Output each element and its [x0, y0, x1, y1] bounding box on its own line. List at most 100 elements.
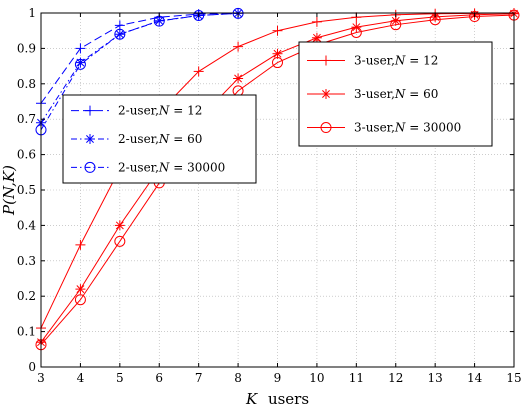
y-tick-label: 0.2: [17, 289, 36, 303]
x-tick-label: 12: [388, 371, 403, 385]
legend-label-var: N: [158, 160, 170, 174]
y-tick-label: 0.8: [17, 77, 36, 91]
x-tick-label: 9: [274, 371, 282, 385]
data-point-marker: [311, 16, 322, 27]
legend-label-prefix: 3-user,: [354, 87, 395, 101]
y-tick-label: 0.6: [17, 148, 36, 162]
data-point-marker: [350, 26, 362, 38]
legend-marker: [85, 105, 95, 116]
legend-label-eq: =: [169, 104, 187, 118]
y-tick-label: 0.5: [17, 183, 36, 197]
series-line: [40, 12, 239, 124]
legend-label-prefix: 2-user,: [118, 160, 159, 174]
x-axis-label-word: users: [268, 390, 309, 408]
legend-label-eq: =: [169, 132, 187, 146]
data-point-marker: [469, 11, 481, 23]
x-tick-label: 13: [428, 371, 443, 385]
legend-marker: [321, 89, 331, 99]
y-tick-label: 0.3: [17, 254, 36, 268]
legend-label: 3-user,N = 12: [354, 53, 438, 67]
marker-d2: [76, 285, 85, 294]
legend-marker: [84, 161, 96, 173]
x-tick-label: 5: [116, 371, 124, 385]
legend-label-eq: =: [405, 121, 423, 135]
legend-marker: [321, 55, 331, 66]
legend-label-var: N: [394, 53, 406, 67]
legend-label: 2-user,N = 30000: [118, 160, 225, 174]
legend-label-value: 12: [187, 104, 202, 118]
y-tick-label: 0.1: [17, 325, 36, 339]
x-tick-label: 6: [155, 371, 163, 385]
x-tick-label: 15: [506, 371, 521, 385]
data-point-marker: [114, 220, 125, 231]
legend-label: 2-user,N = 12: [118, 104, 202, 118]
legend-label-value: 30000: [187, 160, 225, 174]
data-point-marker: [390, 19, 402, 31]
data-point-marker: [272, 48, 283, 59]
data-point-marker: [272, 57, 283, 69]
data-point-marker: [75, 284, 86, 295]
x-tick-label: 14: [467, 371, 483, 385]
x-tick-label: 4: [77, 371, 85, 385]
y-axis-label: P(N,K): [0, 165, 18, 216]
y-tick-label: 0: [28, 360, 36, 374]
legend-label: 3-user,N = 30000: [354, 121, 461, 135]
legend-label-eq: =: [405, 87, 423, 101]
legend-marker: [320, 122, 332, 134]
legend-label-prefix: 3-user,: [354, 53, 395, 67]
legend-label-var: N: [158, 104, 170, 118]
legend-marker: [85, 134, 95, 144]
data-point-marker: [114, 235, 126, 247]
legend-label-value: 30000: [423, 121, 461, 135]
y-tick-label: 0.4: [17, 218, 36, 232]
legend-label-var: N: [394, 121, 406, 135]
legend-label-prefix: 2-user,: [118, 104, 159, 118]
y-tick-label: 0.7: [17, 112, 36, 126]
legend-label-value: 12: [423, 53, 438, 67]
data-point-marker: [193, 66, 204, 77]
marker-d2: [115, 221, 124, 230]
x-axis-label-var: K: [245, 390, 258, 408]
x-tick-label: 7: [195, 371, 203, 385]
data-point-marker: [74, 58, 86, 70]
data-point-marker: [75, 43, 86, 54]
data-point-marker: [193, 9, 205, 21]
series-line: [40, 12, 239, 104]
marker-d2: [391, 16, 400, 25]
y-tick-label: 1: [28, 6, 36, 20]
legend-label-var: N: [394, 87, 406, 101]
data-point-marker: [114, 28, 126, 40]
marker-d2: [273, 49, 282, 58]
legend-upper-right: 3-user,N = 123-user,N = 603-user,N = 300…: [298, 41, 493, 147]
x-tick-label: 10: [309, 371, 324, 385]
series-line: [40, 14, 515, 346]
legend-label-var: N: [158, 132, 170, 146]
data-point-marker: [114, 20, 125, 31]
marker-d2: [322, 90, 330, 98]
series-line: [40, 12, 239, 131]
legend-label-prefix: 2-user,: [118, 132, 159, 146]
x-tick-label: 8: [234, 371, 242, 385]
data-point-marker: [74, 294, 86, 306]
legend-label: 3-user,N = 60: [354, 87, 438, 101]
legend-label-value: 60: [423, 87, 438, 101]
axis-ticks: 3 4 5 6 7 8 9 10 11 12 13 14 15 0 0.1 0.2 0.3 0.4 0.5 0.6 0.…: [17, 6, 522, 385]
legend-label-prefix: 3-user,: [354, 121, 395, 135]
data-point-marker: [272, 25, 283, 36]
y-tick-label: 0.9: [17, 41, 36, 55]
data-point-marker: [233, 41, 244, 52]
legend-label: 2-user,N = 60: [118, 132, 202, 146]
legends: 2-user,N = 122-user,N = 602-user,N = 300…: [62, 41, 493, 184]
series-0: [36, 8, 244, 109]
x-tick-label: 3: [37, 371, 45, 385]
legend-label-eq: =: [405, 53, 423, 67]
marker-d2: [234, 74, 243, 83]
x-axis-label: K users: [245, 390, 309, 408]
data-point-marker: [75, 239, 86, 250]
data-point-marker: [233, 73, 244, 84]
marker-d2: [86, 135, 94, 143]
legend-upper-left: 2-user,N = 122-user,N = 602-user,N = 300…: [62, 94, 257, 184]
legend-label-eq: =: [169, 160, 187, 174]
